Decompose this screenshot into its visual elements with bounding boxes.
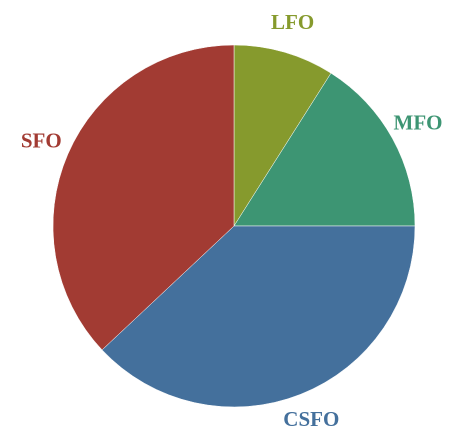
pie-slice: [101, 225, 416, 408]
slice-label: SFO: [21, 128, 62, 152]
slice-label: MFO: [394, 111, 443, 135]
slice-label: CSFO: [283, 407, 339, 431]
pie-slice: [52, 44, 235, 351]
pie-slice: [233, 72, 416, 227]
pie-slice: [233, 44, 332, 227]
slice-label: LFO: [271, 10, 314, 34]
